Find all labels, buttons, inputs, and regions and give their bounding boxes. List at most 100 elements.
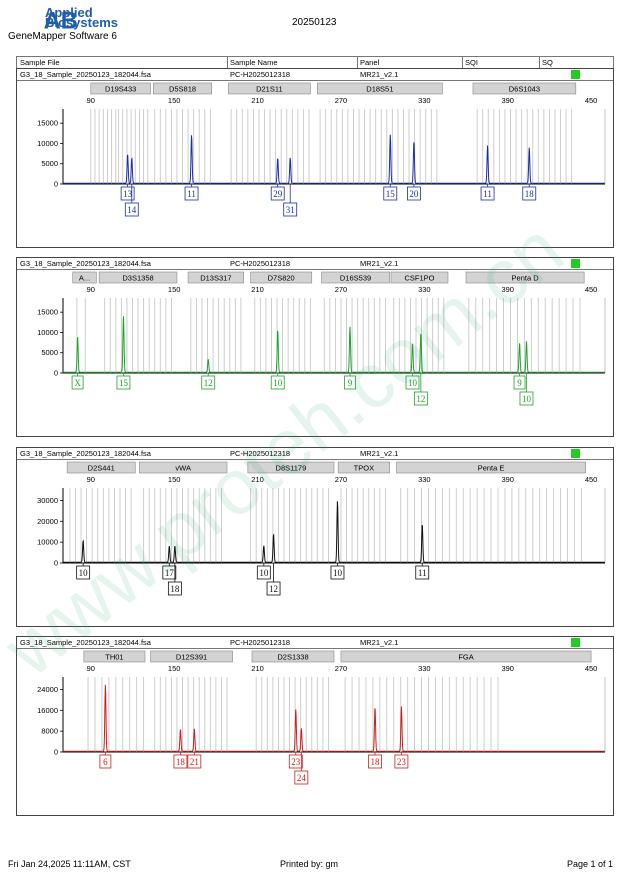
red-dye-panel: G3_18_Sample_20250123_182044.fsa PC-H202… — [16, 636, 614, 816]
blue-dye-panel: G3_18_Sample_20250123_182044.fsa PC-H202… — [16, 68, 614, 248]
allele-box — [519, 391, 534, 406]
green-dye-panel: G3_18_Sample_20250123_182044.fsa PC-H202… — [16, 257, 614, 437]
allele-label: X — [74, 378, 81, 388]
sample-name: PC-H2025012318 — [230, 70, 291, 79]
allele-label: 21 — [190, 757, 199, 767]
x-tick-label: 390 — [501, 285, 514, 294]
electropherogram: A... D3S1358 D13S317 D7S820 D16S539 CSF1PO Pen… — [37, 271, 606, 406]
allele-label: 12 — [204, 378, 213, 388]
signal-trace — [63, 501, 605, 563]
x-tick-label: 210 — [251, 475, 264, 484]
locus-label: D19S433 — [105, 85, 136, 94]
x-tick-label: 210 — [251, 285, 264, 294]
panel-header: G3_18_Sample_20250123_182044.fsa PC-H202… — [17, 69, 613, 81]
panel-header: G3_18_Sample_20250123_182044.fsa PC-H202… — [17, 637, 613, 649]
allele-box — [294, 770, 309, 785]
y-tick-label: 8000 — [41, 727, 58, 736]
locus-label: vWA — [175, 464, 191, 473]
allele-label: 6 — [103, 757, 108, 767]
locus-label: FGA — [458, 653, 473, 662]
sample-name: PC-H2025012318 — [230, 449, 291, 458]
printed-by: Printed by: gm — [280, 859, 339, 869]
allele-box — [120, 186, 135, 201]
allele-label: 17 — [165, 568, 175, 578]
x-tick-label: 450 — [585, 664, 598, 673]
locus-label: D16S539 — [340, 274, 371, 283]
y-tick-label: 5000 — [41, 159, 58, 168]
black-dye-panel: G3_18_Sample_20250123_182044.fsa PC-H202… — [16, 447, 614, 627]
locus-box — [472, 82, 577, 95]
locus-box — [250, 271, 313, 284]
signal-trace — [63, 316, 605, 373]
allele-label: 24 — [297, 773, 307, 783]
locus-label: D7S820 — [268, 274, 295, 283]
x-tick-label: 270 — [335, 475, 348, 484]
locus-box — [317, 82, 443, 95]
allele-box — [167, 581, 182, 596]
sample-name: PC-H2025012318 — [230, 638, 291, 647]
column-header-bar: Sample File Sample Name Panel SQI SQ — [16, 56, 614, 69]
allele-box — [270, 375, 285, 390]
locus-box — [228, 82, 311, 95]
x-tick-label: 90 — [87, 96, 95, 105]
locus-box — [390, 271, 449, 284]
locus-box — [321, 271, 390, 284]
signal-trace — [63, 684, 605, 752]
locus-label: D18S51 — [366, 85, 393, 94]
locus-label: D21S11 — [256, 85, 283, 94]
allele-box — [201, 375, 216, 390]
allele-box — [415, 565, 430, 580]
allele-label: 12 — [416, 394, 425, 404]
y-tick-label: 10000 — [37, 328, 58, 337]
y-tick-label: 10000 — [37, 139, 58, 148]
page-number: Page 1 of 1 — [567, 859, 614, 869]
column-divider — [357, 57, 358, 68]
allele-box — [116, 375, 131, 390]
x-tick-label: 390 — [501, 664, 514, 673]
allele-box — [162, 565, 177, 580]
allele-box — [76, 565, 91, 580]
allele-box — [407, 186, 421, 201]
allele-label: 18 — [176, 757, 186, 767]
allele-box — [405, 375, 420, 390]
brand-line-1: Applied — [45, 5, 93, 20]
y-tick-label: 10000 — [37, 538, 58, 547]
applied-biosystems-logo: AB — [44, 9, 78, 34]
panel-name: MR21_v2.1 — [360, 259, 399, 268]
locus-box — [72, 271, 97, 284]
y-tick-label: 0 — [54, 748, 58, 757]
col-sample-name: Sample Name — [230, 58, 278, 67]
allele-box — [330, 565, 345, 580]
locus-label: D12S391 — [176, 653, 207, 662]
locus-box — [98, 271, 178, 284]
locus-box — [150, 650, 233, 663]
locus-label: CSF1PO — [404, 274, 434, 283]
sample-file: G3_18_Sample_20250123_182044.fsa — [20, 259, 151, 268]
allele-label: 15 — [386, 189, 396, 199]
allele-label: 12 — [269, 584, 278, 594]
status-indicator — [571, 70, 580, 79]
allele-label: 13 — [123, 189, 133, 199]
x-tick-label: 90 — [87, 475, 95, 484]
y-tick-label: 0 — [54, 369, 58, 378]
locus-label: D2S441 — [88, 464, 115, 473]
x-tick-label: 150 — [168, 475, 181, 484]
status-square — [571, 638, 580, 647]
allele-label: 10 — [333, 568, 343, 578]
allele-box — [413, 391, 428, 406]
allele-box — [368, 754, 382, 769]
allele-label: 18 — [170, 584, 180, 594]
allele-label: 11 — [483, 189, 492, 199]
y-tick-label: 16000 — [37, 706, 58, 715]
allele-box — [480, 186, 495, 201]
panel-name: MR21_v2.1 — [360, 70, 399, 79]
x-tick-label: 210 — [251, 96, 264, 105]
x-tick-label: 270 — [335, 664, 348, 673]
x-tick-label: 150 — [168, 96, 181, 105]
allele-box — [256, 565, 271, 580]
allele-label: 10 — [522, 394, 532, 404]
allele-box — [394, 754, 409, 769]
x-tick-label: 330 — [418, 475, 431, 484]
allele-label: 11 — [418, 568, 427, 578]
locus-box — [337, 461, 390, 474]
